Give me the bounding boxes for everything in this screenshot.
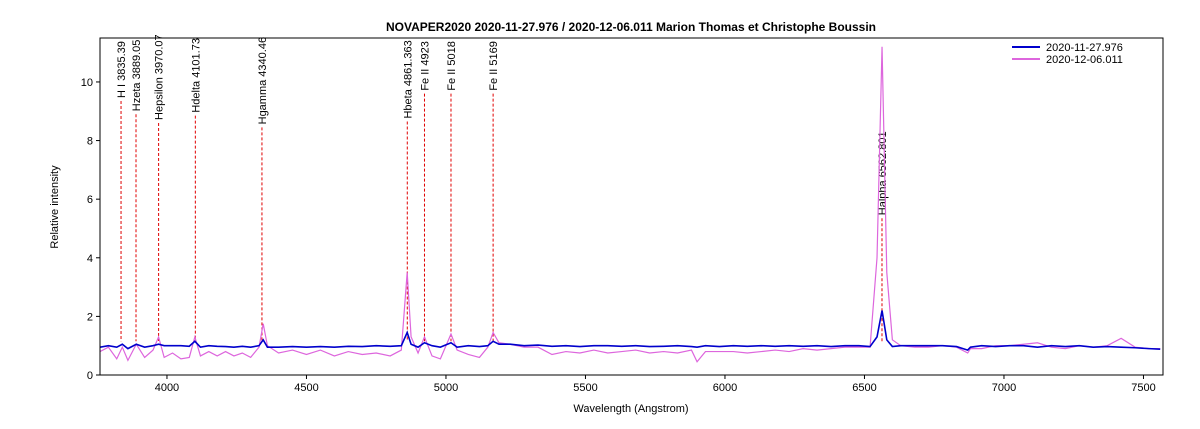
series-line bbox=[100, 310, 1161, 352]
y-tick-label: 6 bbox=[87, 194, 93, 206]
y-tick-label: 0 bbox=[87, 370, 93, 382]
x-tick-label: 6000 bbox=[713, 382, 737, 394]
annotation-label: H I 3835.39 bbox=[116, 41, 128, 98]
x-tick-label: 7000 bbox=[992, 382, 1016, 394]
annotation-label: Fe II 5169 bbox=[488, 41, 500, 91]
annotation-label: Hgamma 4340.46 bbox=[257, 37, 269, 124]
y-tick-label: 10 bbox=[81, 77, 93, 89]
x-tick-label: 4000 bbox=[155, 382, 179, 394]
legend-label: 2020-11-27.976 bbox=[1046, 42, 1123, 54]
annotation-label: Hdelta 4101.73 bbox=[190, 38, 202, 113]
x-tick-label: 7500 bbox=[1131, 382, 1155, 394]
annotation-label: Fe II 5018 bbox=[446, 41, 458, 91]
x-tick-label: 4500 bbox=[294, 382, 318, 394]
plot-frame bbox=[99, 37, 1164, 376]
chart-title: NOVAPER2020 2020-11-27.976 / 2020-12-06.… bbox=[386, 20, 876, 34]
y-tick-label: 2 bbox=[87, 311, 93, 323]
x-axis-label: Wavelength (Angstrom) bbox=[573, 403, 688, 415]
y-axis-label: Relative intensity bbox=[49, 165, 61, 249]
legend-label: 2020-12-06.011 bbox=[1046, 54, 1123, 66]
annotation-label: Hzeta 3889.05 bbox=[131, 40, 143, 112]
y-tick-label: 8 bbox=[87, 136, 93, 148]
annotation-label: Hbeta 4861.363 bbox=[402, 40, 414, 118]
y-tick-label: 4 bbox=[87, 253, 93, 265]
x-tick-label: 5000 bbox=[434, 382, 458, 394]
annotation-label: Fe II 4923 bbox=[419, 41, 431, 91]
x-tick-label: 5500 bbox=[573, 382, 597, 394]
x-tick-label: 6500 bbox=[852, 382, 876, 394]
annotation-label: Hepsilon 3970.07 bbox=[154, 34, 166, 120]
